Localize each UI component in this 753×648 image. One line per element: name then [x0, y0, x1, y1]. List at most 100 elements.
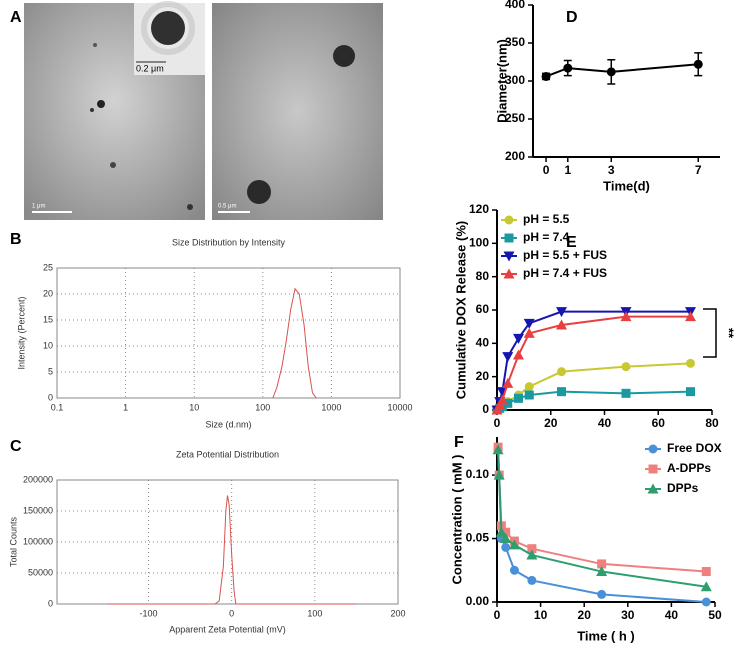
- x-tick-label: 40: [598, 416, 612, 430]
- y-axis-label: Diameter(nm): [494, 39, 509, 123]
- x-tick-label: 3: [608, 163, 615, 177]
- data-point: [685, 311, 696, 322]
- plot-frame: [56, 479, 399, 605]
- data-point: [701, 597, 711, 607]
- panel-letter: C: [10, 438, 22, 455]
- data-point: [500, 533, 512, 544]
- data-point: [596, 566, 608, 577]
- panel-letter: E: [566, 234, 577, 251]
- y-tick-label: 0.00: [466, 594, 490, 608]
- data-point: [541, 71, 551, 81]
- y-tick-label: 40: [476, 336, 490, 350]
- y-tick-label: 5: [48, 366, 53, 376]
- y-tick-label: 0.05: [466, 531, 490, 545]
- data-point: [513, 349, 524, 360]
- panel-letter: D: [566, 9, 578, 26]
- x-tick-label: 0: [543, 163, 550, 177]
- chart-title: Zeta Potential Distribution: [176, 449, 279, 459]
- y-tick-label: 150000: [23, 505, 53, 515]
- chart: F 0 10 20 30 40 50 0.00 0.05 0.10 Time ( h ) Concen…: [449, 434, 722, 643]
- x-tick-label: -100: [139, 608, 157, 618]
- y-axis-label: Cumulative DOX Release (%): [453, 221, 468, 399]
- x-tick-label: 30: [621, 608, 635, 622]
- data-line: [106, 495, 357, 605]
- y-tick-label: 20: [476, 369, 490, 383]
- y-tick-label: 250: [505, 111, 525, 125]
- data-point: [686, 387, 695, 397]
- x-tick-label: 100: [255, 402, 270, 412]
- x-tick-label: 200: [390, 608, 405, 618]
- x-tick-label: 40: [665, 608, 679, 622]
- data-line: [272, 287, 317, 399]
- data-point: [647, 483, 659, 494]
- legend-label: A-DPPs: [667, 461, 711, 475]
- y-tick-label: 15: [43, 314, 53, 324]
- data-point: [501, 542, 511, 552]
- scale-label: 0.2 μm: [136, 63, 164, 73]
- chart: D 0 1 3 7 200 250 300 350 400 Time(d) Diameter(nm): [494, 0, 720, 193]
- chart: C Zeta Potential Distribution-100 0 100 2000…: [8, 438, 405, 634]
- y-tick-label: 20: [43, 288, 53, 298]
- y-axis-label: Intensity (Percent): [16, 296, 26, 369]
- x-tick-label: 20: [544, 416, 558, 430]
- x-axis-label: Time(d): [603, 178, 650, 193]
- y-tick-label: 120: [469, 202, 489, 216]
- data-point: [557, 367, 566, 377]
- data-point: [597, 559, 607, 569]
- data-point: [648, 464, 658, 474]
- y-tick-label: 10: [43, 340, 53, 350]
- data-point: [504, 215, 514, 225]
- data-point: [556, 307, 567, 318]
- x-tick-label: 0: [229, 608, 234, 618]
- data-point: [693, 59, 703, 69]
- x-tick-label: 10000: [387, 402, 412, 412]
- data-point: [495, 526, 507, 537]
- y-tick-label: 50000: [28, 567, 53, 577]
- x-tick-label: 0: [494, 416, 501, 430]
- scale-label: 1 μm: [32, 204, 45, 210]
- data-point: [557, 387, 566, 397]
- x-axis-label: Apparent Zeta Potential (mV): [169, 624, 286, 634]
- y-axis-label: Total Counts: [8, 516, 18, 567]
- y-tick-label: 100000: [23, 536, 53, 546]
- x-axis-label: Time ( h ): [577, 628, 635, 643]
- panel-letter: F: [454, 434, 464, 451]
- y-axis-label: Concentration ( mM ): [449, 455, 464, 585]
- data-point: [527, 544, 537, 554]
- y-tick-label: 0.10: [466, 467, 490, 481]
- x-tick-label: 20: [578, 608, 592, 622]
- data-point: [503, 268, 515, 279]
- y-tick-label: 60: [476, 302, 490, 316]
- chart-title: Size Distribution by Intensity: [172, 237, 286, 247]
- legend-label: DPPs: [667, 481, 699, 495]
- annotation: **: [722, 328, 737, 339]
- data-point: [503, 398, 513, 408]
- data-point: [701, 567, 711, 577]
- y-tick-label: 200: [505, 149, 525, 163]
- y-tick-label: 0: [48, 392, 53, 402]
- data-point: [501, 527, 511, 537]
- data-point: [496, 394, 508, 405]
- data-point: [606, 67, 616, 77]
- y-tick-label: 80: [476, 269, 490, 283]
- legend-label: pH = 7.4: [523, 230, 570, 244]
- data-point: [523, 318, 535, 329]
- x-tick-label: 7: [695, 163, 702, 177]
- x-tick-label: 60: [652, 416, 666, 430]
- data-point: [492, 444, 504, 455]
- data-point: [493, 469, 505, 480]
- data-point: [527, 575, 537, 585]
- data-point: [526, 549, 538, 560]
- panel-letter: A: [10, 9, 22, 26]
- legend-label: pH = 7.4 + FUS: [523, 266, 607, 280]
- data-line: [545, 63, 699, 78]
- data-point: [648, 444, 658, 454]
- panel-letter: B: [10, 231, 22, 248]
- x-tick-label: 0: [494, 608, 501, 622]
- data-point: [502, 352, 514, 363]
- x-tick-label: 80: [705, 416, 719, 430]
- data-point: [503, 251, 515, 262]
- data-point: [523, 327, 535, 338]
